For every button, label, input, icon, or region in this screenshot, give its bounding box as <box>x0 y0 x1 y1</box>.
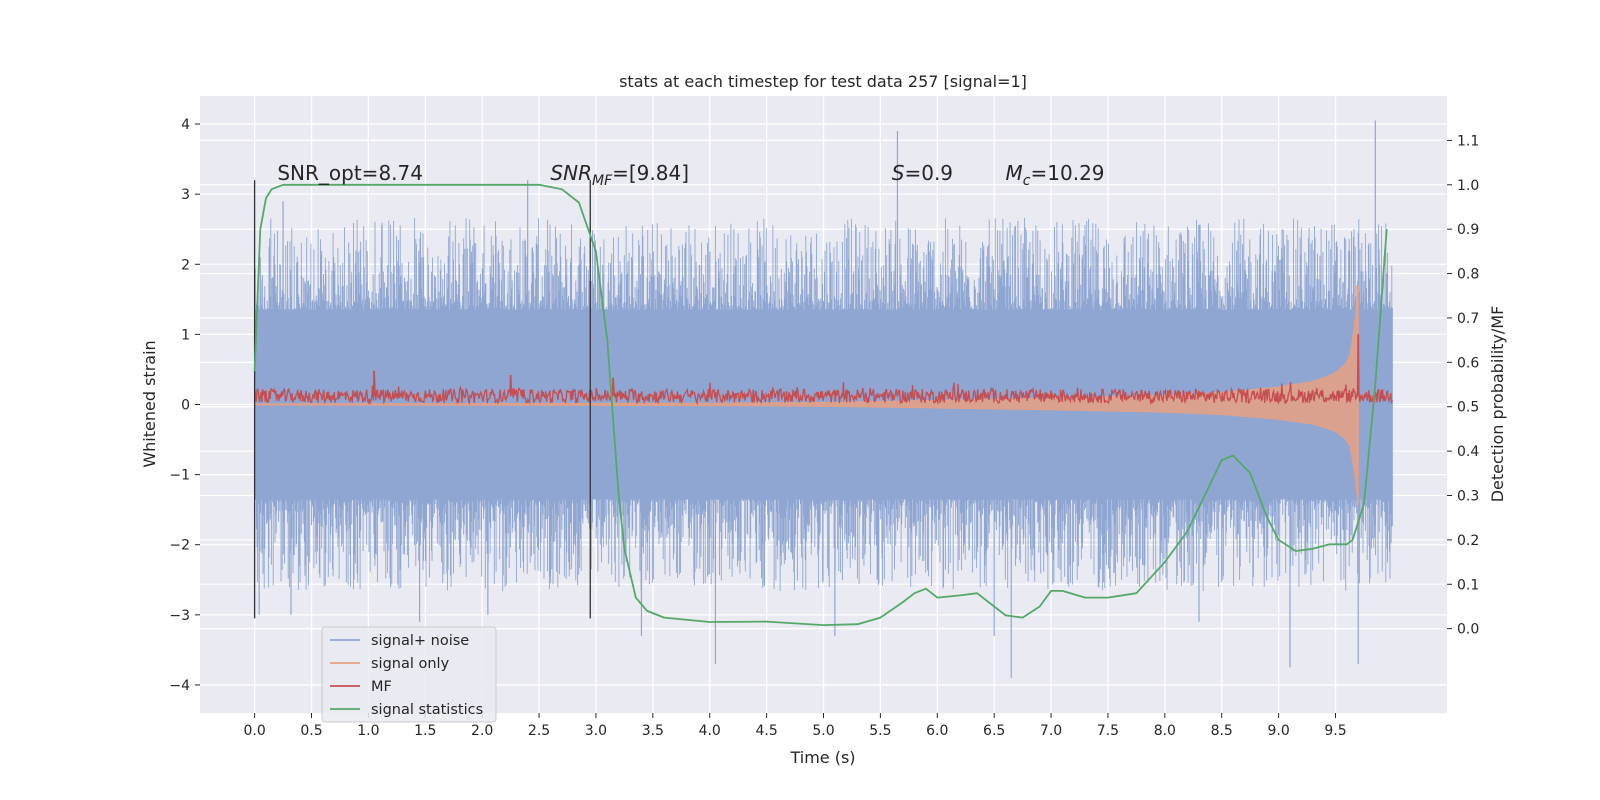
x-tick-label-2: 1.0 <box>357 723 379 739</box>
y-tick-label-6: 2 <box>181 257 190 273</box>
annotation-1: SNRMF=[9.84] <box>550 161 689 189</box>
x-tick-label-6: 3.0 <box>585 723 607 739</box>
x-tick-label-13: 6.5 <box>983 723 1005 739</box>
x-tick-label-19: 9.5 <box>1324 723 1346 739</box>
annotation-2: S=0.9 <box>892 161 953 185</box>
x-tick-label-7: 3.5 <box>642 723 664 739</box>
mf-trace <box>253 334 1393 406</box>
y2-tick-label-2: 0.2 <box>1457 533 1479 549</box>
y-tick-label-8: 4 <box>181 117 190 133</box>
signal-only-envelope <box>254 285 1359 506</box>
x-tick-label-4: 2.0 <box>471 723 493 739</box>
y2-tick-label-8: 0.8 <box>1457 267 1479 283</box>
x-tick-label-11: 5.5 <box>869 723 891 739</box>
x-tick-label-3: 1.5 <box>414 723 436 739</box>
x-tick-label-8: 4.0 <box>699 723 721 739</box>
legend-label-signal-statistics: signal statistics <box>371 702 483 718</box>
legend: signal+ noise signal only MF signal stat… <box>321 626 497 723</box>
legend-box <box>321 626 497 723</box>
y-tick-label-0: −4 <box>169 678 190 694</box>
y-tick-label-5: 1 <box>181 327 190 343</box>
x-tick-label-0: 0.0 <box>243 723 265 739</box>
y-tick-label-2: −2 <box>169 538 190 554</box>
y-tick-label-4: 0 <box>181 398 190 414</box>
x-tick-label-1: 0.5 <box>300 723 322 739</box>
signal-statistics-line <box>253 183 1388 626</box>
y2-tick-label-11: 1.1 <box>1457 133 1479 149</box>
y2-tick-label-4: 0.4 <box>1457 444 1479 460</box>
legend-label-signal-only: signal only <box>371 656 450 672</box>
y2-tick-label-9: 0.9 <box>1457 222 1479 238</box>
x-tick-label-12: 6.0 <box>926 723 948 739</box>
chart-title: stats at each timestep for test data 257… <box>619 72 1027 91</box>
x-tick-label-14: 7.0 <box>1040 723 1062 739</box>
legend-label-signal-noise: signal+ noise <box>371 633 469 649</box>
x-tick-label-10: 5.0 <box>812 723 834 739</box>
x-tick-label-9: 4.5 <box>755 723 777 739</box>
series-signal-statistics <box>253 183 1388 626</box>
annotation-0: SNR_opt=8.74 <box>277 161 423 185</box>
x-tick-label-16: 8.0 <box>1154 723 1176 739</box>
y-tick-label-7: 3 <box>181 187 190 203</box>
y2-tick-label-5: 0.5 <box>1457 400 1479 416</box>
x-axis-title: Time (s) <box>789 748 855 767</box>
y-axis-title: Whitened strain <box>140 340 159 467</box>
x-tick-label-15: 7.5 <box>1097 723 1119 739</box>
y2-tick-label-6: 0.6 <box>1457 355 1479 371</box>
y2-tick-label-10: 1.0 <box>1457 178 1479 194</box>
y2-tick-label-0: 0.0 <box>1457 622 1479 638</box>
x-tick-label-5: 2.5 <box>528 723 550 739</box>
x-tick-label-17: 8.5 <box>1211 723 1233 739</box>
series-mf <box>253 334 1393 406</box>
y2-tick-label-7: 0.7 <box>1457 311 1479 327</box>
y2-tick-label-1: 0.1 <box>1457 577 1479 593</box>
y-tick-label-3: −1 <box>169 468 190 484</box>
y2-tick-label-3: 0.3 <box>1457 488 1479 504</box>
legend-label-mf: MF <box>371 679 392 695</box>
y2-axis-title: Detection probability/MF <box>1488 306 1507 503</box>
y-tick-label-1: −3 <box>169 608 190 624</box>
annotation-3: Mc=10.29 <box>1006 161 1105 189</box>
x-tick-label-18: 9.0 <box>1267 723 1289 739</box>
